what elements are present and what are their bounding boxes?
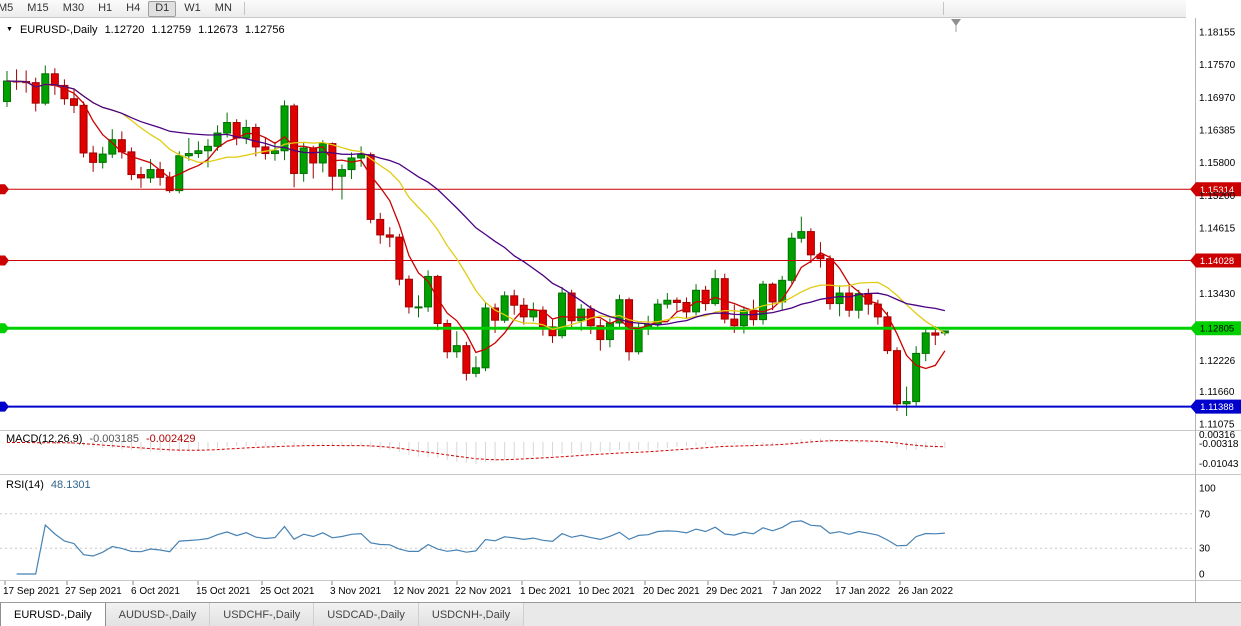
chart-tab-audusd[interactable]: AUDUSD-,Daily [105,603,211,626]
svg-text:1.11388: 1.11388 [1200,402,1234,413]
svg-text:1.15314: 1.15314 [1200,185,1234,196]
symbol-name: EURUSD-,Daily [19,24,98,36]
symbol-dropdown-icon[interactable]: ▼ [6,26,13,33]
chart-tab-usdchf[interactable]: USDCHF-,Daily [210,603,315,626]
timeframe-h1-button[interactable]: H1 [98,1,113,14]
svg-text:17 Sep 2021: 17 Sep 2021 [3,586,60,597]
timeframe-m15-button[interactable]: M15 [27,1,49,14]
svg-text:1.11660: 1.11660 [1199,387,1235,398]
svg-text:1.12226: 1.12226 [1199,356,1236,367]
svg-text:1.17570: 1.17570 [1199,60,1236,71]
timeframe-toolbar: M5 M15 M30 H1 H4 D1 W1 MN [0,0,1186,18]
timeframe-m30-button[interactable]: M30 [62,1,85,14]
svg-text:1.15800: 1.15800 [1199,158,1236,169]
chart-canvas[interactable]: 1.15314 1.14028 1.12805 1.11388 1.18155 1.175… [0,18,1241,602]
svg-text:-0.01043: -0.01043 [1199,459,1239,470]
svg-text:20 Dec 2021: 20 Dec 2021 [643,586,700,597]
svg-text:30: 30 [1199,544,1211,555]
ohlc-open: 1.12720 [104,24,145,36]
timeframe-button-group: M5 M15 M30 H1 H4 D1 W1 MN [0,0,239,17]
svg-text:1.16385: 1.16385 [1199,125,1236,136]
svg-text:17 Jan 2022: 17 Jan 2022 [835,586,890,597]
chart-tab-usdcad[interactable]: USDCAD-,Daily [314,603,419,626]
timeframe-m5-button[interactable]: M5 [0,1,14,14]
timeframe-d1-button[interactable]: D1 [148,0,177,17]
svg-text:25 Oct 2021: 25 Oct 2021 [260,586,315,597]
svg-text:1.15200: 1.15200 [1199,191,1236,202]
macd-name: MACD(12,26,9) [6,433,83,445]
svg-text:100: 100 [1199,484,1216,495]
svg-text:0.00316: 0.00316 [1199,430,1236,441]
toolbar-separator [943,2,944,15]
svg-text:7 Jan 2022: 7 Jan 2022 [772,586,822,597]
macd-signal-value: -0.002429 [145,433,196,445]
svg-text:0: 0 [1199,570,1205,581]
svg-text:22 Nov 2021: 22 Nov 2021 [455,586,512,597]
svg-text:-0.00318: -0.00318 [1199,439,1239,450]
svg-text:1.12805: 1.12805 [1200,324,1234,335]
svg-text:6 Oct 2021: 6 Oct 2021 [131,586,180,597]
macd-main-value: -0.003185 [89,433,139,445]
ohlc-low: 1.12673 [198,24,238,36]
svg-text:12 Nov 2021: 12 Nov 2021 [393,586,450,597]
svg-text:1.11075: 1.11075 [1199,419,1235,430]
svg-text:1.14615: 1.14615 [1199,223,1236,234]
svg-text:3 Nov 2021: 3 Nov 2021 [330,586,382,597]
rsi-indicator-label: RSI(14) 48.1301 [6,479,91,491]
svg-text:27 Sep 2021: 27 Sep 2021 [65,586,122,597]
svg-text:15 Oct 2021: 15 Oct 2021 [196,586,251,597]
svg-text:1.14028: 1.14028 [1200,256,1234,267]
ohlc-high: 1.12759 [151,24,192,36]
svg-text:1.16970: 1.16970 [1199,93,1236,104]
timeframe-mn-button[interactable]: MN [214,1,232,14]
timeframe-w1-button[interactable]: W1 [184,1,201,14]
svg-text:1.18155: 1.18155 [1199,28,1236,39]
chart-tabbar: EURUSD-,Daily AUDUSD-,Daily USDCHF-,Daily U… [0,602,1241,626]
chart-tab-usdcnh[interactable]: USDCNH-,Daily [418,603,525,626]
svg-text:1 Dec 2021: 1 Dec 2021 [520,586,572,597]
rsi-name: RSI(14) [6,479,44,491]
rsi-value: 48.1301 [50,479,91,491]
svg-text:26 Jan 2022: 26 Jan 2022 [898,586,953,597]
svg-text:10 Dec 2021: 10 Dec 2021 [578,586,635,597]
symbol-ohlc-label: ▼ EURUSD-,Daily 1.12720 1.12759 1.12673 … [6,24,285,36]
toolbar-separator [243,2,245,15]
timeframe-h4-button[interactable]: H4 [126,1,141,14]
chart-tab-eurusd[interactable]: EURUSD-,Daily [0,603,106,626]
macd-indicator-label: MACD(12,26,9) -0.003185 -0.002429 [6,433,196,445]
svg-text:70: 70 [1199,509,1211,520]
ohlc-close: 1.12756 [244,24,285,36]
svg-text:29 Dec 2021: 29 Dec 2021 [706,586,763,597]
svg-text:1.13430: 1.13430 [1199,289,1236,300]
